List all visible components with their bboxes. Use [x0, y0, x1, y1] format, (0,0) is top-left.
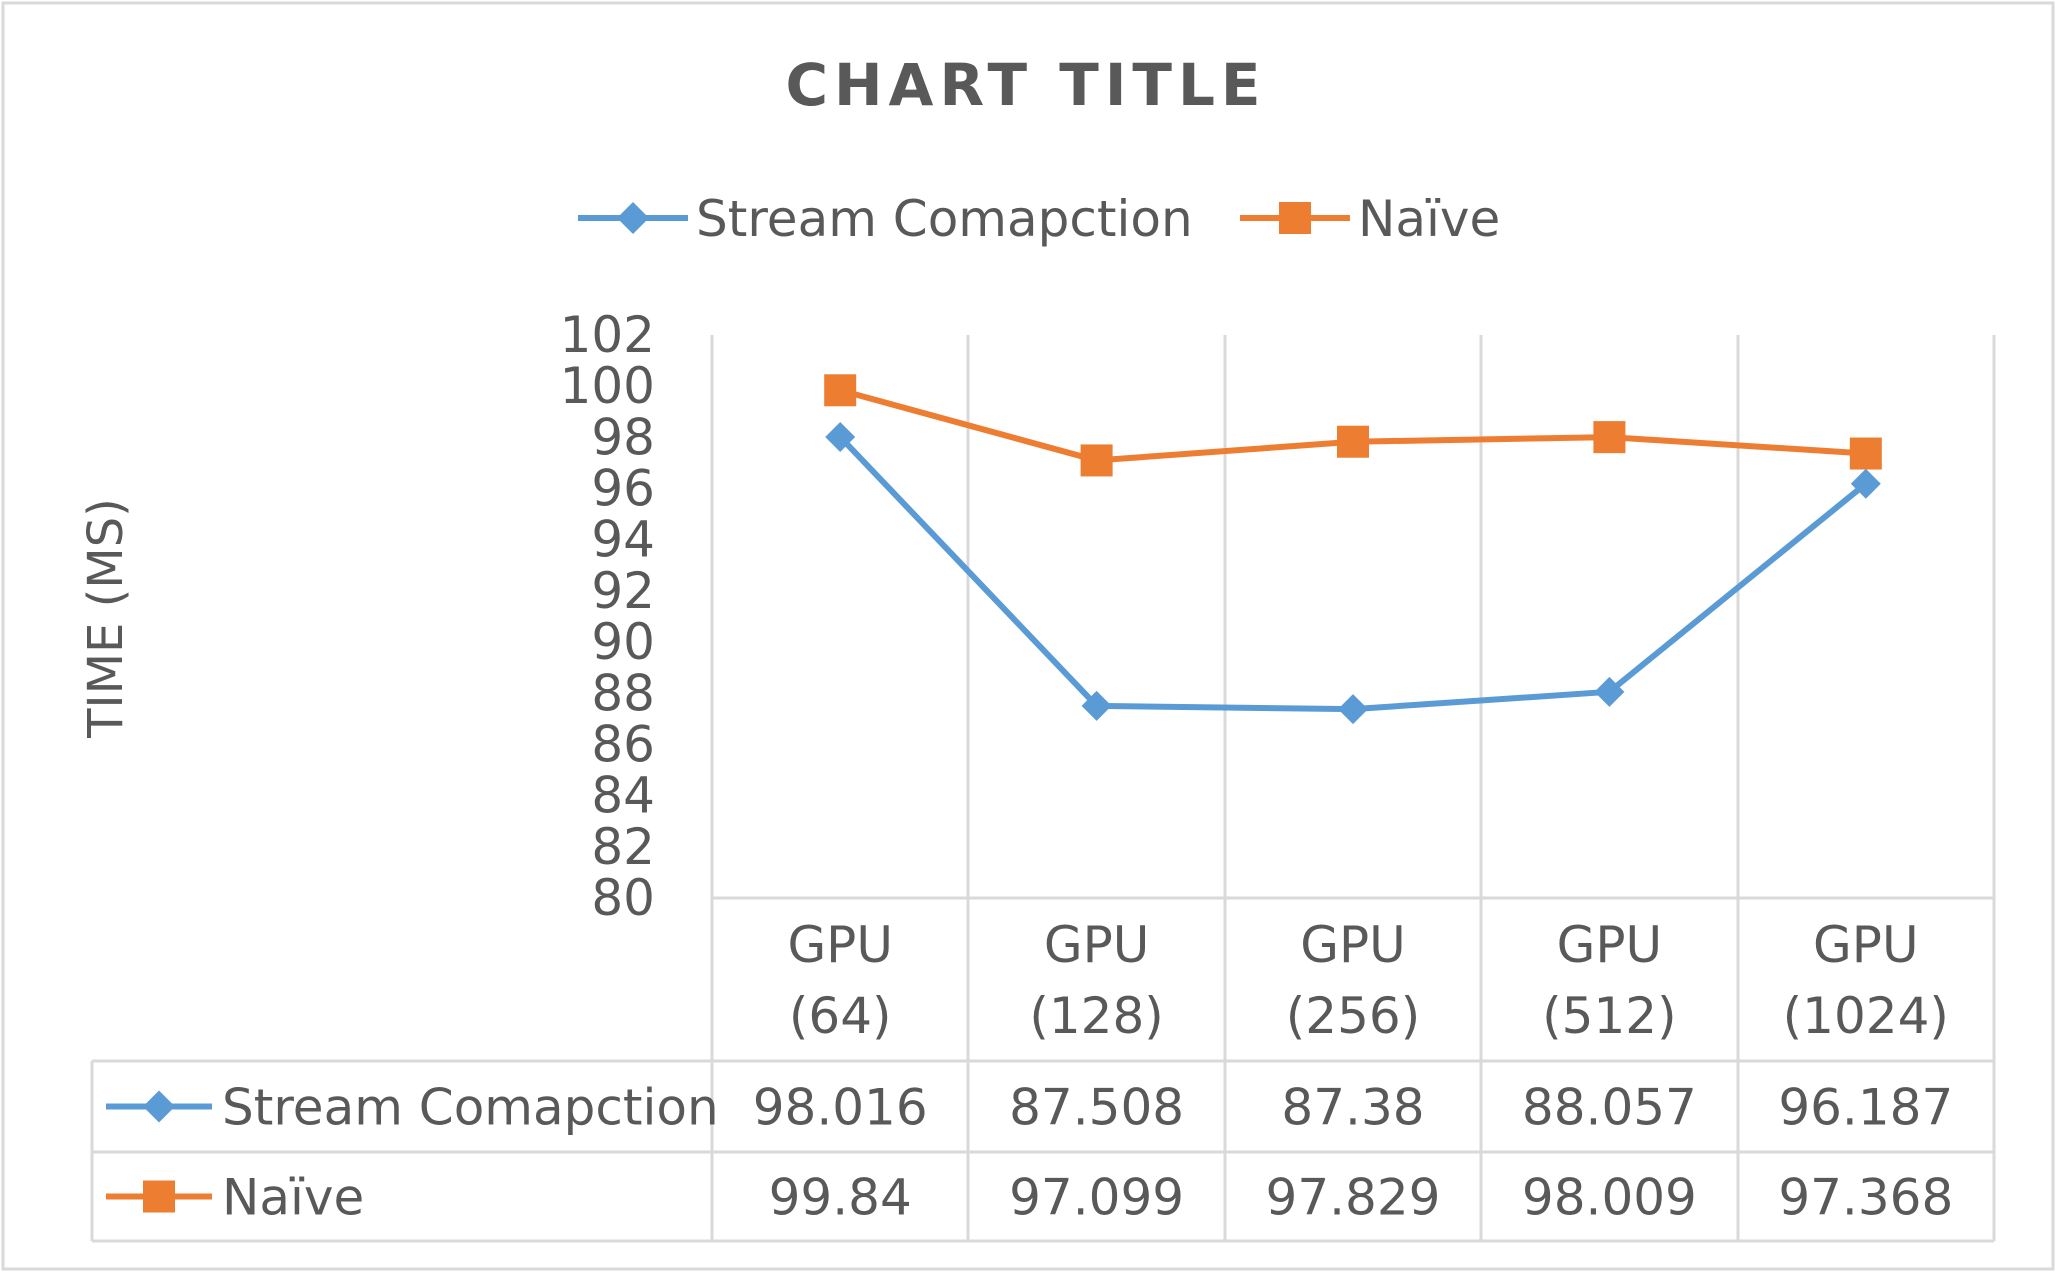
data-point	[1338, 694, 1368, 725]
table-value: 98.009	[1522, 1169, 1697, 1227]
table-value: 97.368	[1778, 1169, 1953, 1227]
x-tick-label: GPU	[1300, 916, 1406, 974]
data-point	[1849, 437, 1882, 470]
data-point	[1850, 468, 1881, 499]
data-point	[824, 374, 857, 407]
x-tick-label: GPU	[787, 916, 893, 974]
x-tick-label: GPU	[1044, 916, 1150, 974]
legend: Stream Comapction Naïve	[578, 190, 1500, 248]
table-value: 97.829	[1266, 1169, 1441, 1227]
table-value: 87.38	[1281, 1079, 1424, 1137]
y-tick-label: 88	[591, 664, 655, 722]
x-tick-label: (128)	[1029, 987, 1163, 1045]
table-value: 88.057	[1522, 1079, 1697, 1137]
x-tick-label: GPU	[1557, 916, 1663, 974]
y-tick-label: 96	[591, 460, 655, 518]
table-value: 87.508	[1009, 1079, 1184, 1137]
data-point	[1337, 425, 1369, 458]
y-tick-label: 102	[560, 306, 655, 364]
chart-title: CHART TITLE	[785, 51, 1266, 119]
x-tick-label: (512)	[1542, 987, 1676, 1045]
legend-label: Stream Comapction	[696, 190, 1193, 248]
y-tick-label: 90	[591, 613, 655, 671]
x-tick-label: (1024)	[1783, 987, 1949, 1045]
data-point	[1081, 690, 1112, 721]
category-labels: GPU (64) GPU (128) GPU (256) GPU (512) GPU (1024)	[787, 916, 1948, 1045]
y-tick-label: 92	[591, 562, 655, 620]
x-tick-label: GPU	[1813, 916, 1919, 974]
y-tick-label: 82	[591, 818, 655, 876]
data-table: Stream Comapction 98.016 87.508 87.38 88.057…	[106, 1079, 1953, 1227]
y-tick-label: 94	[591, 511, 655, 569]
legend-label: Naïve	[1358, 190, 1500, 248]
y-tick-label: 100	[560, 357, 655, 415]
x-tick-label: (64)	[789, 987, 892, 1045]
x-tick-label: (256)	[1286, 987, 1420, 1045]
table-series-label: Naïve	[222, 1169, 364, 1227]
data-point	[825, 421, 856, 452]
table-series-label: Stream Comapction	[222, 1079, 719, 1137]
grid-lines	[90, 335, 1996, 1243]
table-value: 97.099	[1009, 1169, 1184, 1227]
y-tick-label: 84	[591, 767, 655, 825]
series-lines	[824, 374, 1882, 725]
y-tick-label: 86	[591, 715, 655, 773]
table-value: 96.187	[1778, 1079, 1953, 1137]
table-value: 99.84	[769, 1169, 912, 1227]
legend-marker	[1279, 202, 1311, 234]
data-point	[1080, 444, 1113, 477]
table-legend-marker	[143, 1090, 175, 1123]
data-point	[1594, 676, 1625, 707]
table-legend-marker	[143, 1180, 175, 1213]
table-value: 98.016	[753, 1079, 928, 1137]
y-axis-label: TIME (MS)	[78, 498, 134, 739]
data-point	[1593, 421, 1626, 454]
y-tick-label: 98	[591, 408, 655, 466]
y-tick-label: 80	[591, 869, 655, 927]
legend-marker	[617, 202, 649, 234]
